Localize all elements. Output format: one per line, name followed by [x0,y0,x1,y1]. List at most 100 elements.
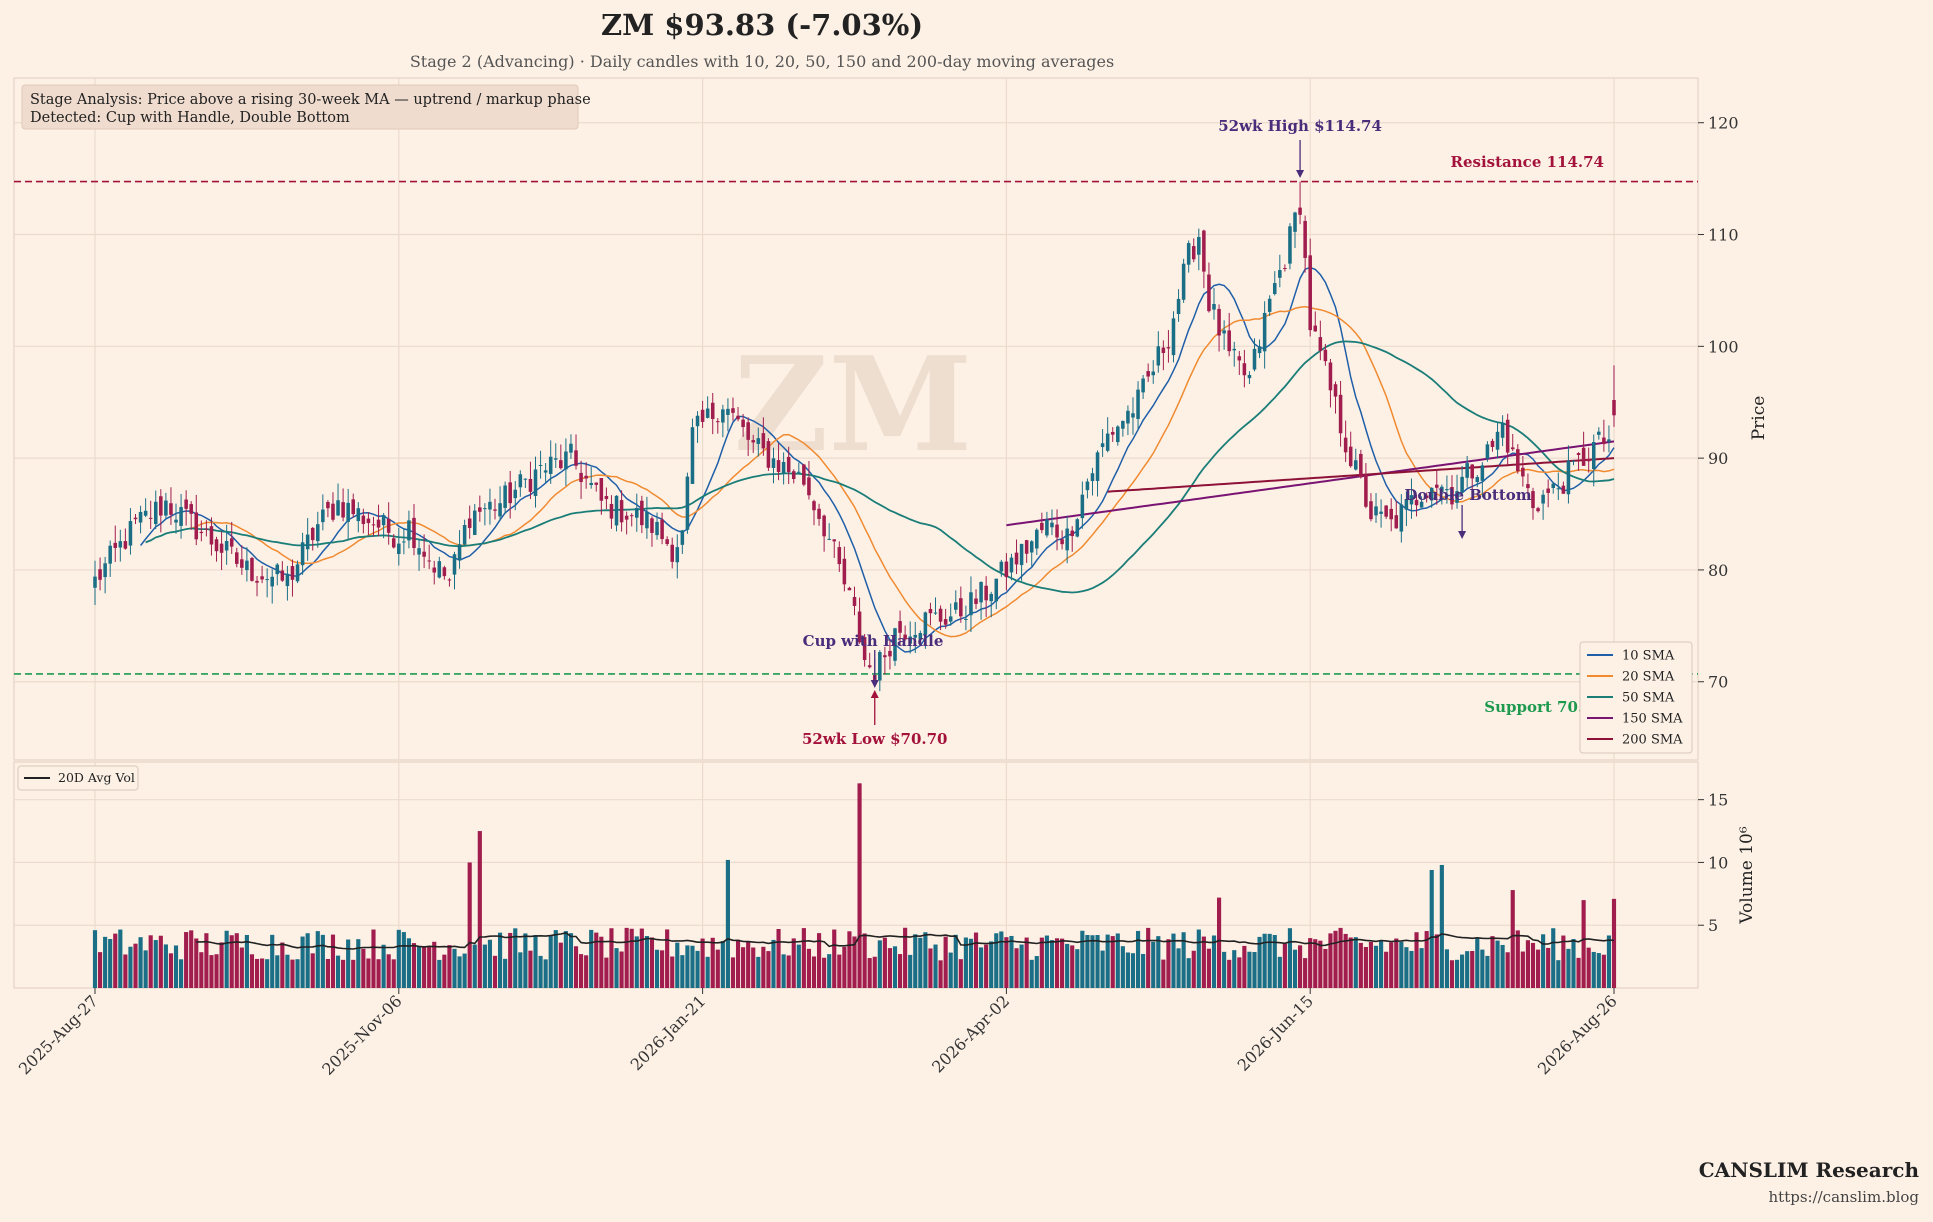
candle-body [209,526,214,545]
volume-bar [730,957,736,988]
volume-bar [1247,951,1252,988]
low-annotation-arrowhead [870,690,879,698]
candle-body [376,519,381,528]
candle-body [903,634,907,640]
volume-bar [128,946,133,988]
candle-body [336,500,340,516]
candle-body [179,507,183,526]
volume-bar [1272,935,1277,988]
volume-bar [249,954,255,988]
volume-bar [482,944,487,988]
candle-body [351,499,356,515]
candle-body [579,472,583,483]
candle-body [103,563,107,578]
candle-body [594,482,599,485]
volume-bar [300,936,305,988]
volume-bar [948,952,953,988]
candle-body [1364,474,1368,507]
candle-body [1510,447,1515,450]
volume-bar [497,932,503,988]
volume-bar [1470,950,1475,988]
candle-body [1450,487,1454,505]
candle-body [1318,337,1323,351]
sma-10-line [140,266,1615,653]
volume-bar [163,944,168,988]
x-tick-label: 2025-Nov-06 [318,991,405,1078]
candle-body [1278,270,1282,278]
candle-body [827,538,831,540]
volume-bar [1561,935,1566,988]
candle-body [1191,246,1196,260]
volume-bar [1348,937,1353,988]
volume-bar [1277,956,1282,988]
volume-bar [1227,959,1232,988]
volume-bar [391,959,396,988]
volume-bar [513,928,518,988]
volume-bar [1601,954,1606,988]
volume-bar [406,938,412,988]
candle-body [559,460,563,469]
volume-bar [1090,935,1095,988]
candle-body [472,510,477,535]
candle-body [766,441,771,468]
candle-body [635,507,639,518]
volume-bar [801,928,806,988]
volume-bar [573,946,579,988]
volume-bar [1110,936,1115,988]
volume-bar [1196,929,1201,988]
x-tick-label: 2025-Aug-27 [15,991,102,1078]
candle-body [857,611,862,643]
candle-body [1303,220,1307,258]
candle-body [589,482,593,486]
volume-bar [194,938,199,988]
candle-body [1445,489,1449,491]
volume-bar [1186,958,1191,988]
sma-legend: 10 SMA 20 SMA 50 SMA 150 SMA 200 SMA [1579,641,1693,754]
candle-body [381,515,386,526]
volume-bar [665,929,670,988]
volume-bar [903,927,908,988]
volume-bar [1328,933,1333,988]
volume-bar [1105,934,1110,988]
candle-body [1131,413,1135,418]
volume-bar [923,932,928,988]
volume-bar [999,931,1004,988]
candle-body [518,474,523,488]
candle-body [290,566,295,580]
volume-bar [113,933,118,988]
volume-bar [1176,948,1181,988]
volume-bar [1485,955,1490,988]
volume-bar [847,931,852,988]
candle-body [1328,362,1333,391]
sma-legend-box [1579,641,1693,754]
candle-body [1465,463,1469,478]
volume-bar [913,934,918,988]
candle-body [533,469,538,497]
volume-bar [558,942,563,988]
volume-bar [138,937,143,988]
candle-body [746,422,750,440]
footer-url[interactable]: https://canslim.blog [1768,1188,1920,1206]
candle-body [797,471,801,473]
candle-body [675,547,680,563]
volume-bar [295,959,300,988]
volume-bar [341,959,346,988]
candle-body [959,598,963,617]
volume-bar [649,937,655,988]
candle-body [1500,422,1505,438]
volume-bar [670,956,675,988]
candle-body [690,427,695,484]
volume-bar [1054,938,1060,988]
volume-bar [1343,933,1348,988]
volume-bar [270,934,275,988]
volume-bar [1409,950,1414,988]
volume-bar [315,931,320,988]
candle-body [1156,346,1161,366]
candle-body [245,560,249,571]
candle-body [189,504,193,514]
volume-bar [533,934,538,988]
volume-bar [973,932,979,988]
candle-body [776,460,781,473]
volume-bar [1125,952,1130,988]
